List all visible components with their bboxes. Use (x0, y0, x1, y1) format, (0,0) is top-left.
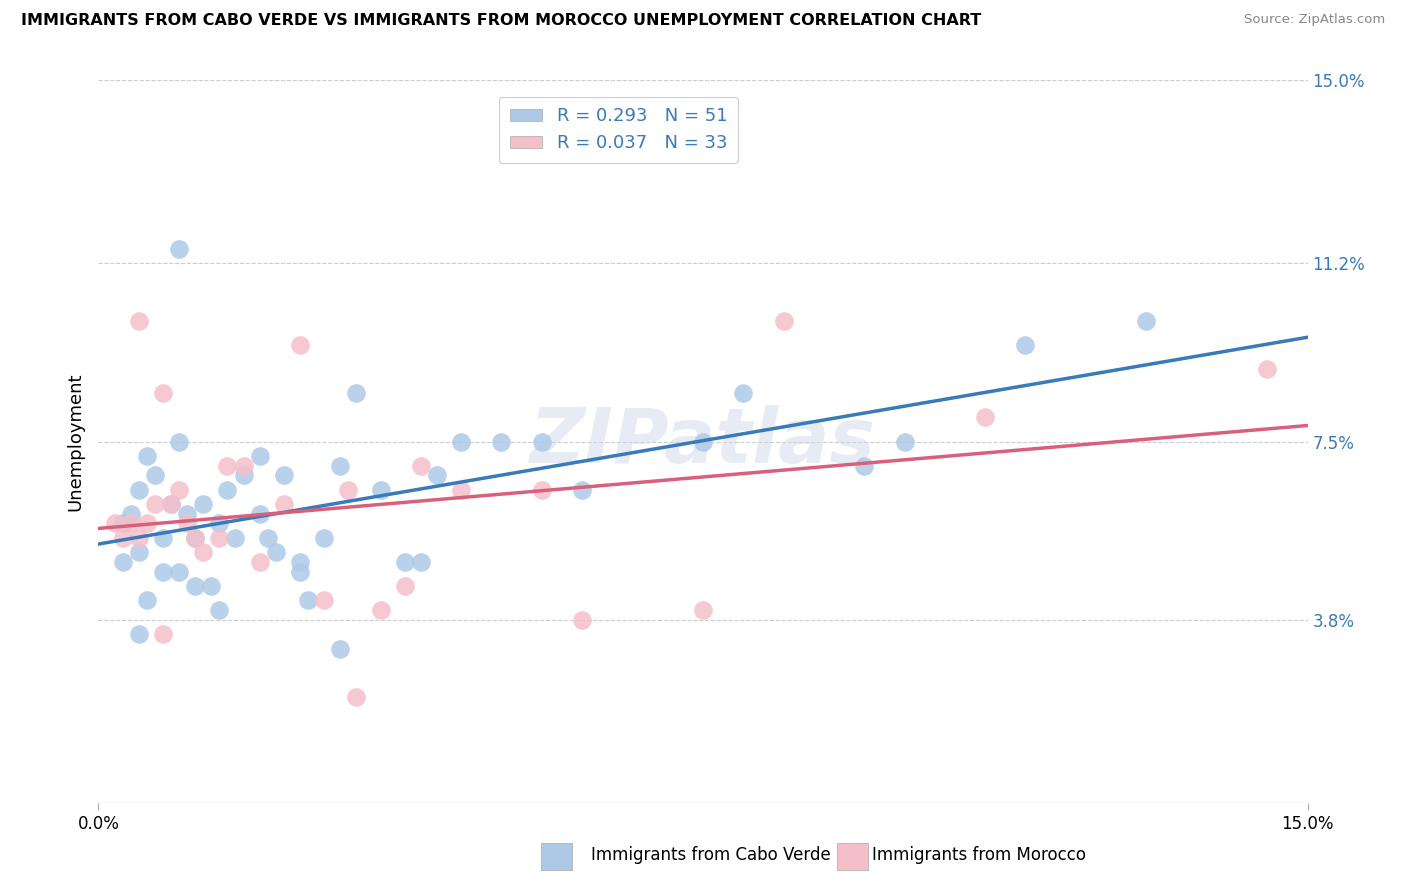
Point (120, 507, 142, 521)
Legend: R = 0.293   N = 51, R = 0.037   N = 33: R = 0.293 N = 51, R = 0.037 N = 33 (499, 96, 738, 163)
Point (370, 483, 392, 497)
Point (111, 555, 134, 569)
Point (135, 593, 157, 607)
Point (450, 483, 472, 497)
Point (571, 613, 593, 627)
Point (893, 434, 915, 449)
Point (152, 565, 174, 579)
Point (288, 338, 311, 352)
Point (152, 627, 174, 641)
Y-axis label: Unemployment: Unemployment (66, 372, 84, 511)
Point (370, 603, 392, 617)
Point (200, 579, 222, 593)
Point (394, 579, 416, 593)
Point (344, 386, 367, 401)
Point (152, 531, 174, 545)
Point (297, 593, 319, 607)
Point (152, 386, 174, 401)
Point (249, 555, 271, 569)
Point (264, 545, 287, 559)
Point (692, 434, 714, 449)
Point (409, 458, 432, 473)
Point (772, 314, 794, 328)
Point (160, 497, 183, 511)
Point (167, 434, 190, 449)
Point (974, 410, 997, 425)
Text: Source: ZipAtlas.com: Source: ZipAtlas.com (1244, 13, 1385, 27)
Point (160, 497, 183, 511)
Point (167, 565, 190, 579)
Point (530, 483, 553, 497)
Point (329, 641, 352, 656)
Text: ZIPatlas: ZIPatlas (530, 405, 876, 478)
Point (143, 497, 166, 511)
Point (176, 516, 198, 531)
Point (184, 531, 207, 545)
Point (249, 507, 271, 521)
Point (853, 458, 876, 473)
Point (111, 531, 134, 545)
Point (103, 516, 125, 531)
Point (208, 516, 231, 531)
Point (120, 516, 142, 531)
Point (128, 531, 150, 545)
Text: IMMIGRANTS FROM CABO VERDE VS IMMIGRANTS FROM MOROCCO UNEMPLOYMENT CORRELATION C: IMMIGRANTS FROM CABO VERDE VS IMMIGRANTS… (21, 13, 981, 29)
Point (256, 531, 278, 545)
Point (167, 242, 190, 256)
Point (135, 516, 157, 531)
Point (184, 531, 207, 545)
Point (135, 449, 157, 463)
Point (232, 458, 254, 473)
Point (1256, 362, 1278, 376)
Point (193, 545, 215, 559)
Point (288, 555, 311, 569)
Point (329, 458, 352, 473)
Point (314, 593, 336, 607)
Point (1014, 338, 1036, 352)
Point (128, 545, 150, 559)
Point (571, 483, 593, 497)
Point (337, 483, 360, 497)
Point (128, 314, 150, 328)
Point (193, 497, 215, 511)
Point (217, 483, 239, 497)
Point (491, 434, 513, 449)
Point (224, 531, 246, 545)
Point (273, 468, 295, 483)
Point (184, 579, 207, 593)
Point (208, 531, 231, 545)
Point (426, 468, 449, 483)
Point (208, 603, 231, 617)
Point (167, 483, 190, 497)
Point (450, 434, 472, 449)
Point (733, 386, 755, 401)
Point (1135, 314, 1157, 328)
Text: Immigrants from Morocco: Immigrants from Morocco (872, 846, 1085, 863)
Point (143, 468, 166, 483)
Point (314, 531, 336, 545)
Point (249, 449, 271, 463)
Text: Immigrants from Cabo Verde: Immigrants from Cabo Verde (591, 846, 831, 863)
Point (344, 690, 367, 704)
Point (128, 627, 150, 641)
Point (232, 468, 254, 483)
Point (217, 458, 239, 473)
Point (128, 483, 150, 497)
Point (111, 516, 134, 531)
Point (288, 565, 311, 579)
Point (394, 555, 416, 569)
Point (692, 603, 714, 617)
Point (273, 497, 295, 511)
Point (530, 434, 553, 449)
Point (409, 555, 432, 569)
Point (176, 507, 198, 521)
